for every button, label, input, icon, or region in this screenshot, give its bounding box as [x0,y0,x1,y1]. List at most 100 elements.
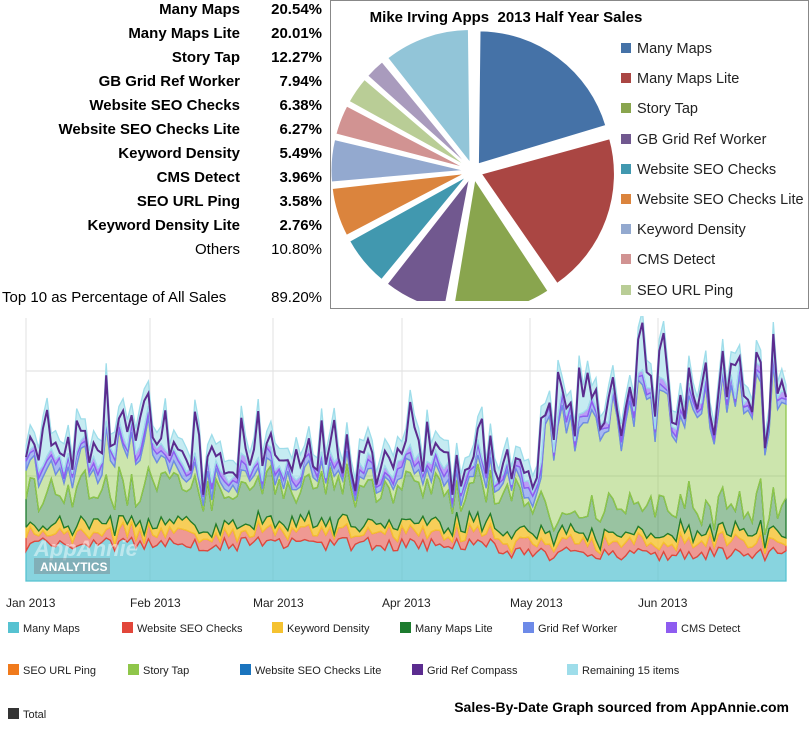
legend-item: Story Tap [128,664,189,680]
legend-swatch [8,664,19,675]
pie-legend-item: Website SEO Checks [621,162,776,182]
x-tick-label: Jun 2013 [638,596,688,610]
legend-label: Website SEO Checks [137,623,243,635]
pie-slice [387,29,471,164]
source-note: Sales-By-Date Graph sourced from AppAnni… [454,699,789,715]
legend-swatch [621,194,631,204]
app-share: 10.80% [271,241,322,258]
watermark-logo: AppAnnie [33,536,138,561]
legend-label: Keyword Density [637,222,746,239]
legend-item: Total [8,708,46,724]
table-row: GB Grid Ref Worker 7.94% [0,73,326,97]
app-name: Website SEO Checks Lite [58,121,240,138]
pie-legend-item: Story Tap [621,101,698,121]
legend-swatch [8,708,19,719]
series-line [25,322,787,495]
pie-chart [331,29,615,301]
pie-slice [335,105,465,169]
total-share: 89.20% [271,289,322,306]
app-share: 3.58% [279,193,322,210]
legend-label: CMS Detect [637,252,716,269]
watermark-text: ANALYTICS [40,560,108,574]
legend-swatch [412,664,423,675]
legend-swatch [621,284,631,295]
legend-swatch [122,622,133,633]
app-name: SEO URL Ping [136,193,240,210]
x-tick-label: Mar 2013 [253,596,304,610]
legend-label: Many Maps Lite [415,623,493,635]
app-share: 5.49% [279,145,322,162]
legend-label: Grid Ref Worker [538,623,618,635]
pie-chart-panel: Mike Irving Apps 2013 Half Year Sales Ma… [330,0,809,309]
table-row: Story Tap 12.27% [0,49,326,73]
legend-label: Story Tap [637,101,698,118]
pie-legend-item: SEO URL Ping [621,283,733,303]
x-tick-label: Feb 2013 [130,596,181,610]
legend-swatch [272,622,283,633]
pie-slice [480,138,615,285]
pie-legend-item: Many Maps [621,41,712,61]
app-share: 20.01% [271,25,322,42]
app-name: Many Maps [159,1,240,18]
pie-slice [454,178,549,301]
legend-swatch [621,103,631,114]
legend-label: SEO URL Ping [23,665,96,677]
legend-item: Keyword Density [272,622,370,638]
legend-swatch [8,622,19,633]
legend-swatch [621,43,631,53]
pie-chart-title: Mike Irving Apps 2013 Half Year Sales [369,9,643,26]
legend-swatch [400,622,411,633]
legend-swatch [523,622,534,633]
pie-slice [331,139,465,183]
app-share: 20.54% [271,1,322,18]
app-name: Story Tap [171,49,240,66]
app-share: 6.38% [279,97,322,114]
app-share: 2.76% [279,217,322,234]
pie-legend-item: CMS Detect [621,252,715,272]
legend-label: SEO URL Ping [637,282,734,299]
pie-legend-item: GB Grid Ref Worker [621,132,766,152]
legend-item: Grid Ref Compass [412,664,517,680]
table-row: SEO URL Ping 3.58% [0,193,326,217]
pie-slice [367,61,468,165]
app-name: Others [194,241,240,258]
pie-slice [386,178,470,301]
table-row: Keyword Density 5.49% [0,145,326,169]
legend-label: Grid Ref Compass [427,665,518,677]
legend-label: CMS Detect [681,623,741,635]
legend-swatch [567,664,578,675]
x-tick-label: Apr 2013 [382,596,431,610]
app-share: 12.27% [271,49,322,66]
pie-legend-item: Many Maps Lite [621,71,739,91]
legend-label: Total [23,709,47,721]
legend-swatch [666,622,677,633]
table-row: Website SEO Checks 6.38% [0,97,326,121]
legend-swatch [621,163,631,174]
legend-label: Website SEO Checks Lite [637,192,804,208]
legend-swatch [621,133,631,144]
legend-item: Many Maps [8,622,80,638]
total-label: Top 10 as Percentage of All Sales [2,289,227,306]
legend-label: Many Maps Lite [637,71,740,88]
area-series [25,316,787,499]
legend-swatch [128,664,139,675]
watermark-badge [34,558,110,574]
legend-swatch [240,664,251,675]
legend-item: Grid Ref Worker [523,622,617,638]
legend-item: Remaining 15 items [567,664,679,680]
pie-slice [331,173,465,236]
app-name: Many Maps Lite [128,25,240,42]
table-row: Many Maps 20.54% [0,1,326,25]
legend-item: Website SEO Checks Lite [240,664,381,680]
legend-item: SEO URL Ping [8,664,96,680]
app-share: 7.94% [279,73,322,90]
pie-legend-item: Keyword Density [621,222,746,242]
table-row: Many Maps Lite 20.01% [0,25,326,49]
table-row: Others 10.80% [0,241,326,265]
total-row: Top 10 as Percentage of All Sales 89.20% [0,289,326,313]
table-row: CMS Detect 3.96% [0,169,326,193]
table-row: Keyword Density Lite 2.76% [0,217,326,241]
legend-label: Many Maps [23,623,80,635]
app-name: Keyword Density Lite [87,217,240,234]
legend-swatch [621,254,631,265]
